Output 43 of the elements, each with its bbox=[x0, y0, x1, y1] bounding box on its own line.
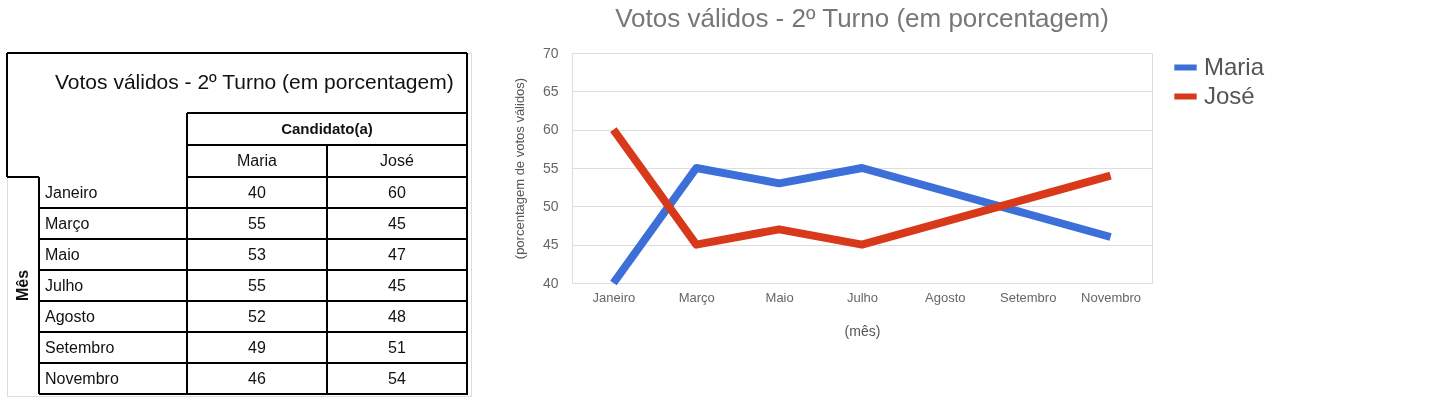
y-tick-label: Julho bbox=[45, 276, 84, 294]
data-label: 40 bbox=[248, 183, 266, 201]
chart-title: Votos válidos - 2º Turno (em porcentagem) bbox=[615, 3, 1109, 33]
y-tick-label: 60 bbox=[542, 121, 559, 138]
y-tick-label: Março bbox=[45, 214, 90, 232]
data-label: 53 bbox=[248, 245, 266, 263]
x-tick-label: Agosto bbox=[925, 289, 966, 305]
y-tick-label: 70 bbox=[542, 44, 559, 61]
x-tick-label: Novembro bbox=[1081, 289, 1142, 305]
y-tick-label: Setembro bbox=[45, 338, 115, 356]
y-tick-label: 45 bbox=[542, 236, 559, 253]
y-tick-label: Agosto bbox=[45, 307, 95, 325]
data-label: 45 bbox=[388, 214, 406, 232]
x-tick-label: Março bbox=[678, 289, 715, 305]
y-tick-label: 55 bbox=[542, 159, 559, 176]
y-tick-label: Novembro bbox=[45, 369, 119, 387]
y-tick-label: 65 bbox=[542, 82, 559, 99]
x-tick-label: Julho bbox=[846, 289, 879, 305]
chart-title: Votos válidos - 2º Turno (em porcentagem) bbox=[55, 70, 454, 93]
y-tick-label: 50 bbox=[542, 197, 559, 214]
x-tick-label: Setembro bbox=[1000, 289, 1057, 305]
y-axis-title: (porcentagem de votos válidos) bbox=[511, 77, 527, 260]
y-tick-label: 40 bbox=[542, 274, 559, 291]
x-axis-title: (mês) bbox=[844, 322, 881, 339]
data-label: 52 bbox=[248, 307, 266, 325]
data-label: 54 bbox=[388, 369, 406, 387]
data-label: 46 bbox=[248, 369, 266, 387]
text: Candidato(a) bbox=[281, 120, 373, 137]
legend-label: José bbox=[1204, 81, 1255, 109]
text: Mês bbox=[14, 269, 31, 302]
x-tick-label: Janeiro bbox=[592, 289, 636, 305]
data-label: 49 bbox=[248, 338, 266, 356]
data-label: 60 bbox=[388, 183, 406, 201]
data-label: 51 bbox=[388, 338, 406, 356]
y-tick-label: Janeiro bbox=[45, 183, 98, 201]
data-label: 45 bbox=[388, 276, 406, 294]
legend-label: Maria bbox=[1204, 52, 1265, 80]
x-tick-label: Maio bbox=[765, 289, 794, 305]
data-label: 47 bbox=[388, 245, 406, 263]
y-tick-label: Maio bbox=[45, 245, 80, 263]
data-label: 55 bbox=[248, 276, 266, 294]
data-label: 55 bbox=[248, 214, 266, 232]
data-label: 48 bbox=[388, 307, 406, 325]
